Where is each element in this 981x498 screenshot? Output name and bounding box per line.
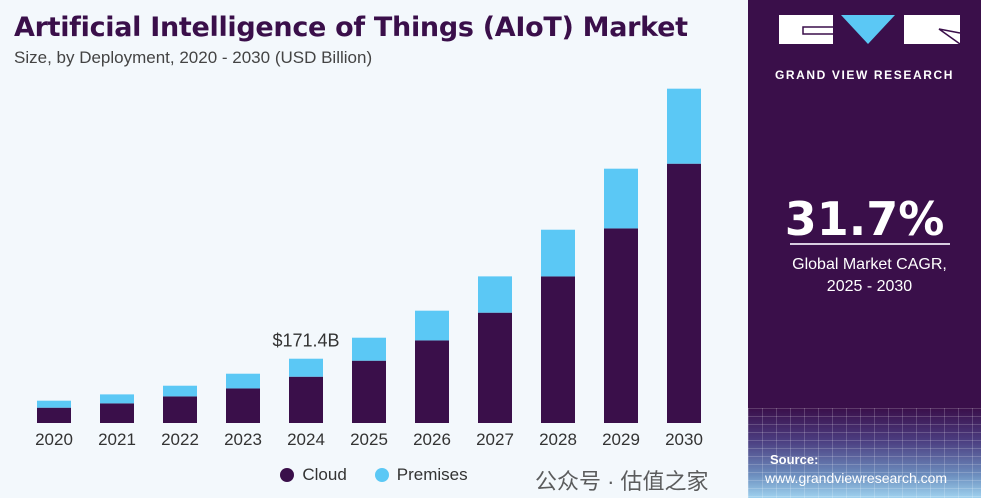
legend: Cloud Premises (0, 465, 748, 485)
x-tick-label: 2024 (287, 430, 325, 449)
bar-cloud-2025 (352, 360, 386, 423)
cagr-value: 31.7% (784, 192, 945, 246)
source-label: Source: (770, 452, 819, 467)
grand-view-research-logo (779, 15, 961, 45)
grid-decoration (748, 408, 981, 498)
bar-premises-2029 (604, 168, 638, 229)
legend-label: Premises (396, 465, 468, 484)
bar-cloud-2024 (289, 376, 323, 423)
bar-cloud-2026 (415, 340, 449, 423)
bar-premises-2027 (478, 276, 512, 313)
x-tick-label: 2025 (350, 430, 388, 449)
bar-cloud-2027 (478, 312, 512, 423)
bar-cloud-2021 (100, 403, 134, 423)
cagr-label: Global Market CAGR, 2025 - 2030 (748, 254, 981, 298)
divider (790, 243, 950, 245)
chart-subtitle: Size, by Deployment, 2020 - 2030 (USD Bi… (14, 48, 373, 67)
x-tick-label: 2021 (98, 430, 136, 449)
bar-premises-2020 (37, 400, 71, 408)
info-panel: GRAND VIEW RESEARCH 31.7% Global Market … (748, 0, 981, 498)
bar-premises-2025 (352, 337, 386, 361)
bar-cloud-2029 (604, 228, 638, 423)
bar-premises-2023 (226, 373, 260, 389)
x-tick-label: 2026 (413, 430, 451, 449)
cagr-label-line2: 2025 - 2030 (826, 278, 913, 295)
x-tick-label: 2027 (476, 430, 514, 449)
x-tick-label: 2028 (539, 430, 577, 449)
legend-item-cloud: Cloud (280, 465, 347, 485)
x-tick-label: 2030 (665, 430, 703, 449)
cloud-swatch (280, 468, 295, 482)
bar-cloud-2023 (226, 388, 260, 423)
bar-premises-2024 (289, 358, 323, 377)
x-tick-label: 2022 (161, 430, 199, 449)
brand-name: GRAND VIEW RESEARCH (774, 68, 955, 82)
bar-premises-2021 (100, 394, 134, 404)
chart-title: Artificial Intelligence of Things (AIoT)… (14, 12, 688, 43)
bar-premises-2026 (415, 310, 449, 341)
x-tick-label: 2023 (224, 430, 262, 449)
bar-cloud-2030 (667, 163, 701, 423)
premises-swatch (374, 468, 389, 482)
bar-chart: 2020 2021 2022 2023 2024 $171.4B 2025 2026 2027 2… (35, 88, 703, 449)
source-url: www.grandviewresearch.com (765, 470, 948, 486)
watermark: 公众号 · 估值之家 (535, 469, 709, 494)
bar-premises-2030 (667, 88, 701, 164)
bar-cloud-2022 (163, 396, 197, 423)
bar-premises-2028 (541, 229, 575, 277)
legend-item-premises: Premises (374, 465, 468, 485)
cagr-label-line1: Global Market CAGR, (792, 256, 947, 273)
bar-premises-2022 (163, 385, 197, 397)
data-label: $171.4B (272, 331, 339, 351)
x-tick-label: 2029 (602, 430, 640, 449)
bar-cloud-2020 (37, 407, 71, 423)
chart-panel: Artificial Intelligence of Things (AIoT)… (0, 12, 748, 485)
bar-cloud-2028 (541, 276, 575, 423)
x-tick-label: 2020 (35, 430, 73, 449)
legend-label: Cloud (302, 465, 347, 484)
